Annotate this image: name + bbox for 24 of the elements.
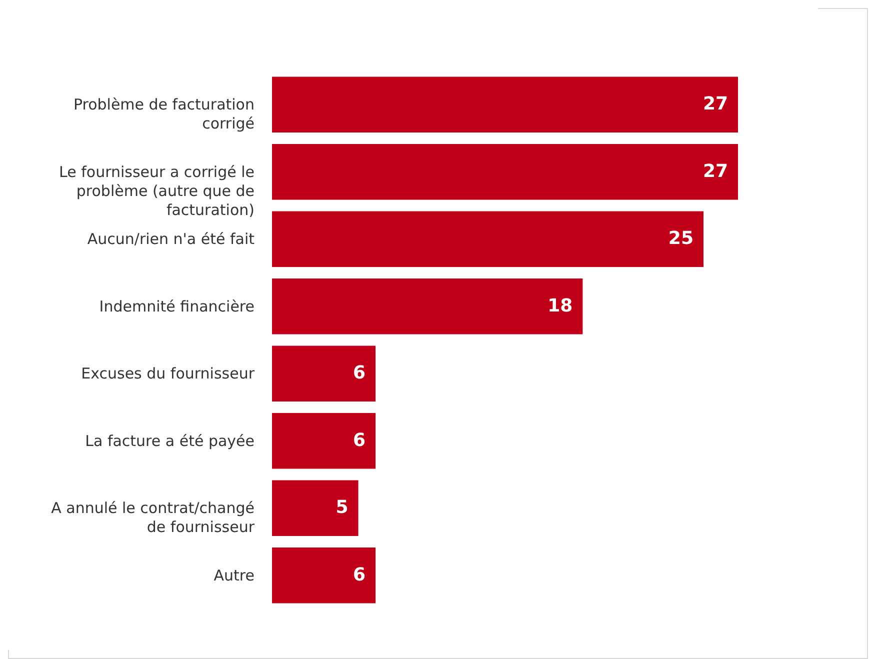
data-label: 18: [548, 295, 573, 316]
y-tick-label: A annulé le contrat/changé de fournisseur: [51, 499, 256, 536]
data-label: 27: [702, 94, 728, 115]
bar: [272, 346, 376, 402]
data-label: 6: [353, 564, 366, 586]
data-label: 27: [702, 160, 728, 182]
bar: [272, 412, 376, 469]
y-tick-label: Indemnité financière: [99, 297, 254, 316]
bar: [272, 547, 376, 604]
bar: [272, 480, 358, 536]
y-tick-label: La facture a été payée: [85, 432, 254, 450]
bar: [272, 144, 738, 200]
bar: [272, 211, 704, 268]
bar: [272, 76, 738, 133]
bar: [272, 278, 583, 334]
y-tick-label: Excuses du fournisseur: [81, 364, 256, 383]
y-tick-label: Problème de facturation corrigé: [73, 96, 254, 133]
y-tick-label: Le fournisseur a corrigé le problème (autre que de facturation): [59, 162, 254, 219]
data-label: 6: [353, 362, 366, 384]
y-tick-label: Autre: [214, 566, 254, 584]
data-label: 25: [668, 228, 694, 250]
y-tick-label: Aucun/rien n'a été fait: [87, 230, 255, 248]
data-label: 6: [353, 430, 366, 451]
data-label: 5: [336, 497, 348, 518]
